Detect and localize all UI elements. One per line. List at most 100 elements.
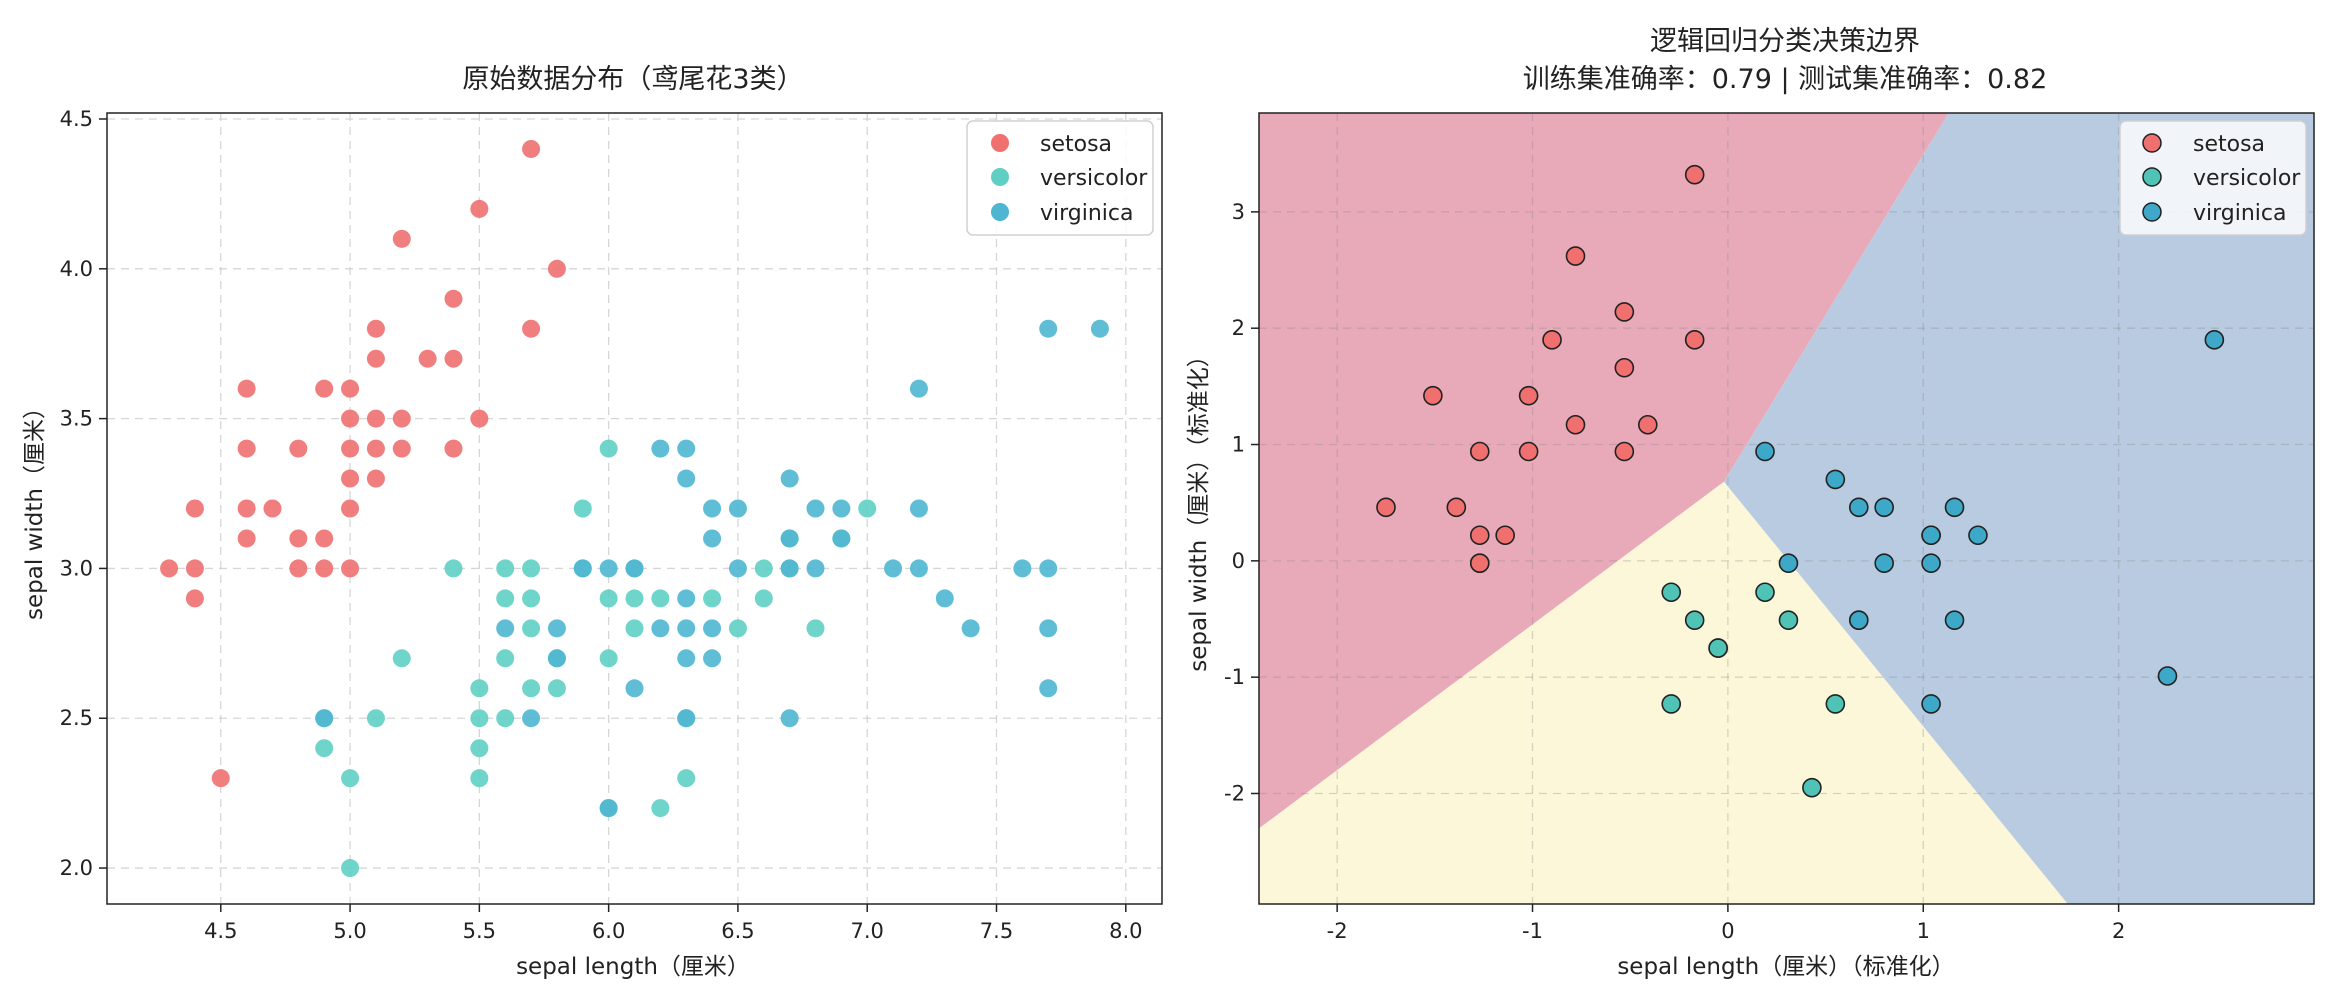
left-point-versicolor-12 [496, 589, 515, 608]
left-point-virginica-17 [677, 709, 696, 728]
left-plot-frame [106, 112, 1163, 905]
left-x-axis-label: sepal length（厘米） [516, 954, 750, 980]
left-point-versicolor-6 [444, 559, 463, 578]
left-point-versicolor-11 [496, 559, 515, 578]
left-point-virginica-9 [625, 679, 644, 698]
right-point-versicolor-7 [1825, 694, 1846, 714]
right-point-setosa-13 [1376, 497, 1396, 518]
left-point-virginica-25 [780, 529, 799, 548]
left-point-versicolor-3 [341, 859, 360, 878]
right-point-setosa-7 [1518, 385, 1539, 406]
right-point-setosa-8 [1565, 414, 1586, 435]
right-region-virginica [1723, 113, 2314, 904]
left-point-virginica-14 [677, 589, 696, 608]
right-point-versicolor-4 [1661, 694, 1682, 714]
left-point-versicolor-2 [341, 769, 360, 788]
right-point-virginica-13 [1944, 610, 1965, 630]
left-point-setosa-14 [315, 529, 334, 548]
left-point-setosa-32 [444, 349, 463, 368]
right-point-setosa-11 [1518, 441, 1539, 462]
right-point-setosa-2 [1614, 302, 1635, 322]
left-point-versicolor-10 [470, 769, 489, 788]
left-point-versicolor-17 [522, 619, 541, 638]
left-x-tick-label-4: 6.5 [721, 919, 754, 943]
left-point-virginica-28 [806, 499, 825, 518]
right-x-tick-label-4: 2 [2112, 919, 2125, 943]
left-point-setosa-5 [237, 379, 256, 398]
left-point-virginica-29 [806, 559, 825, 578]
left-point-versicolor-40 [806, 619, 825, 638]
left-point-setosa-1 [185, 499, 204, 518]
left-point-virginica-13 [677, 469, 696, 488]
left-point-setosa-4 [211, 769, 230, 788]
left-point-virginica-27 [780, 709, 799, 728]
left-point-virginica-34 [909, 499, 928, 518]
left-point-setosa-15 [315, 559, 334, 578]
right-legend-label-virginica: virginica [2193, 201, 2287, 226]
right-point-virginica-12 [1848, 610, 1869, 630]
left-chart-title: 原始数据分布（鸢尾花3类） [462, 64, 803, 95]
right-point-virginica-7 [1968, 525, 1988, 546]
left-point-virginica-4 [547, 649, 566, 668]
left-point-virginica-30 [832, 499, 851, 518]
left-point-versicolor-16 [522, 589, 541, 608]
left-point-versicolor-18 [522, 679, 541, 698]
left-point-versicolor-33 [677, 769, 696, 788]
right-region-versicolor [1259, 481, 2068, 904]
left-point-virginica-37 [961, 619, 980, 638]
left-point-virginica-41 [1039, 619, 1058, 638]
right-x-tick-label-2: 0 [1721, 919, 1734, 943]
left-point-virginica-2 [522, 709, 541, 728]
left-point-setosa-36 [522, 139, 541, 158]
left-point-versicolor-30 [651, 589, 670, 608]
left-point-versicolor-8 [470, 709, 489, 728]
left-point-setosa-29 [392, 439, 411, 458]
left-legend-marker-virginica [991, 203, 1009, 221]
left-point-setosa-30 [418, 349, 437, 368]
left-point-virginica-18 [703, 499, 722, 518]
right-point-virginica-6 [1921, 525, 1941, 546]
left-point-versicolor-36 [754, 559, 773, 578]
left-legend-marker-versicolor [991, 168, 1009, 186]
right-x-tick-label-0: -2 [1327, 919, 1348, 943]
left-points [160, 139, 1109, 878]
left-point-virginica-6 [599, 559, 618, 578]
left-point-versicolor-21 [573, 499, 592, 518]
left-point-setosa-35 [470, 409, 489, 428]
left-point-virginica-19 [703, 529, 722, 548]
right-point-setosa-3 [1542, 330, 1562, 350]
left-point-setosa-2 [185, 559, 204, 578]
right-point-setosa-0 [1684, 164, 1705, 185]
left-point-versicolor-1 [315, 739, 334, 758]
left-legend: setosa versicolor virginica [966, 120, 1154, 236]
right-point-setosa-4 [1684, 330, 1705, 350]
left-point-versicolor-15 [522, 559, 541, 578]
right-grid [1259, 113, 2314, 904]
left-x-ticks: 4.5 5.0 5.5 6.0 6.5 7.0 7.5 8.0 [204, 904, 1143, 943]
left-point-versicolor-7 [470, 679, 489, 698]
left-point-virginica-39 [1039, 319, 1058, 338]
left-point-virginica-33 [909, 379, 928, 398]
right-point-setosa-16 [1495, 525, 1515, 546]
left-x-tick-label-1: 5.0 [333, 919, 366, 943]
right-x-axis-label: sepal length（厘米）（标准化） [1617, 954, 1954, 980]
left-y-axis-label: sepal width（厘米） [22, 396, 48, 620]
left-point-virginica-20 [703, 619, 722, 638]
right-y-ticks: -2 -1 0 1 2 3 [1224, 200, 1259, 805]
left-y-tick-label-1: 2.5 [60, 706, 93, 730]
left-point-setosa-28 [392, 409, 411, 428]
left-point-virginica-38 [1013, 559, 1032, 578]
right-legend-marker-virginica [2142, 202, 2162, 222]
left-point-versicolor-42 [858, 499, 877, 518]
left-point-versicolor-14 [496, 709, 515, 728]
right-point-virginica-1 [1825, 469, 1846, 490]
right-y-axis-label: sepal width（厘米）（标准化） [1186, 344, 1212, 671]
left-point-versicolor-4 [366, 709, 385, 728]
right-x-ticks: -2 -1 0 1 2 [1327, 904, 2125, 943]
right-y-tick-label-4: 2 [1232, 316, 1245, 340]
right-point-setosa-12 [1614, 441, 1635, 462]
right-point-virginica-4 [1944, 497, 1965, 518]
left-point-virginica-35 [909, 559, 928, 578]
right-decision-regions [1259, 113, 2314, 904]
